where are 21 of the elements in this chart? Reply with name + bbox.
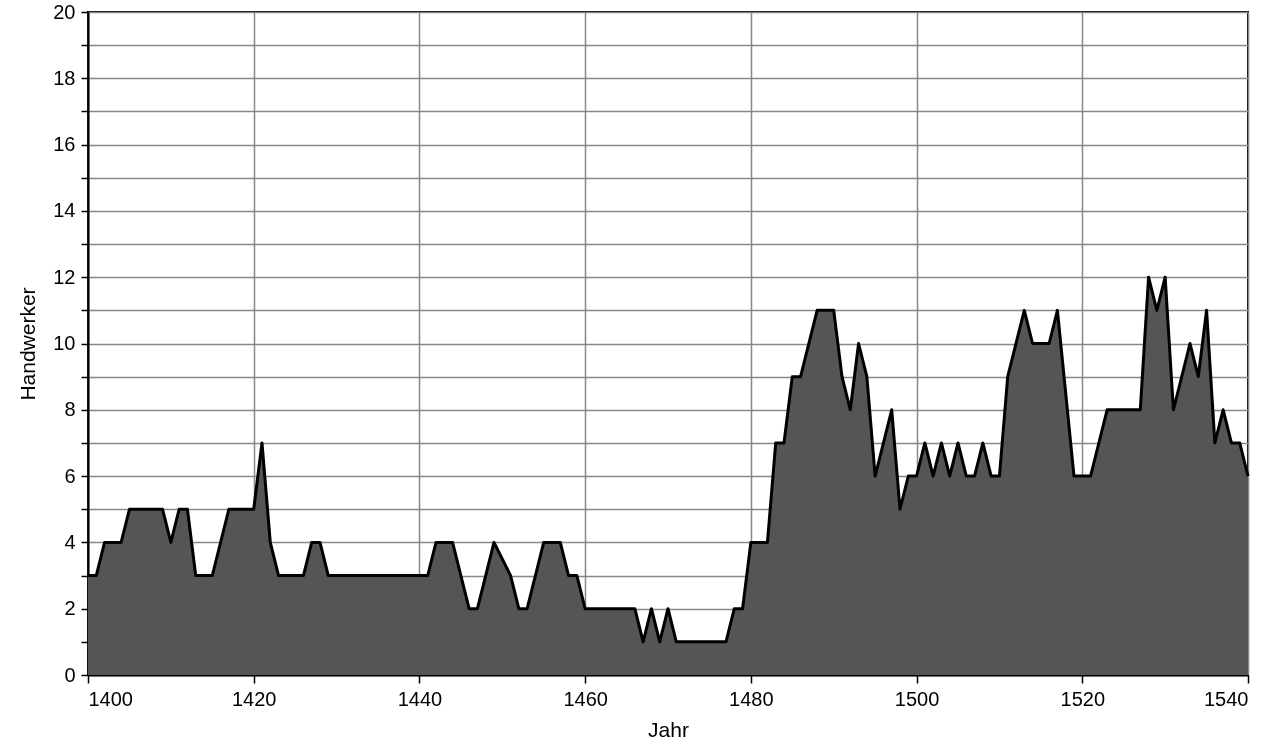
- y-axis-title: Handwerker: [16, 287, 40, 401]
- y-tick-label: 6: [64, 464, 76, 487]
- y-tick-label: 16: [53, 133, 76, 156]
- x-tick-label: 1500: [894, 687, 940, 710]
- x-tick-label: 1540: [1204, 687, 1249, 710]
- x-tick-label: 1520: [1060, 687, 1106, 710]
- y-tick-label: 0: [64, 663, 76, 686]
- y-tick-label: 20: [53, 0, 76, 23]
- x-tick-label: 1420: [231, 687, 277, 710]
- y-tick-label: 14: [53, 199, 76, 222]
- x-tick-label: 1400: [88, 687, 133, 710]
- y-tick-label: 12: [53, 265, 76, 288]
- x-tick-label: 1440: [397, 687, 443, 710]
- y-tick-label: 2: [64, 597, 76, 620]
- x-tick-label: 1480: [729, 687, 774, 710]
- y-tick-label: 4: [64, 530, 76, 553]
- y-tick-label: 10: [53, 332, 76, 354]
- x-tick-label: 1460: [563, 687, 608, 710]
- x-axis-title: Jahr: [648, 717, 689, 741]
- y-tick-label: 18: [53, 66, 76, 89]
- y-tick-label: 8: [64, 398, 76, 421]
